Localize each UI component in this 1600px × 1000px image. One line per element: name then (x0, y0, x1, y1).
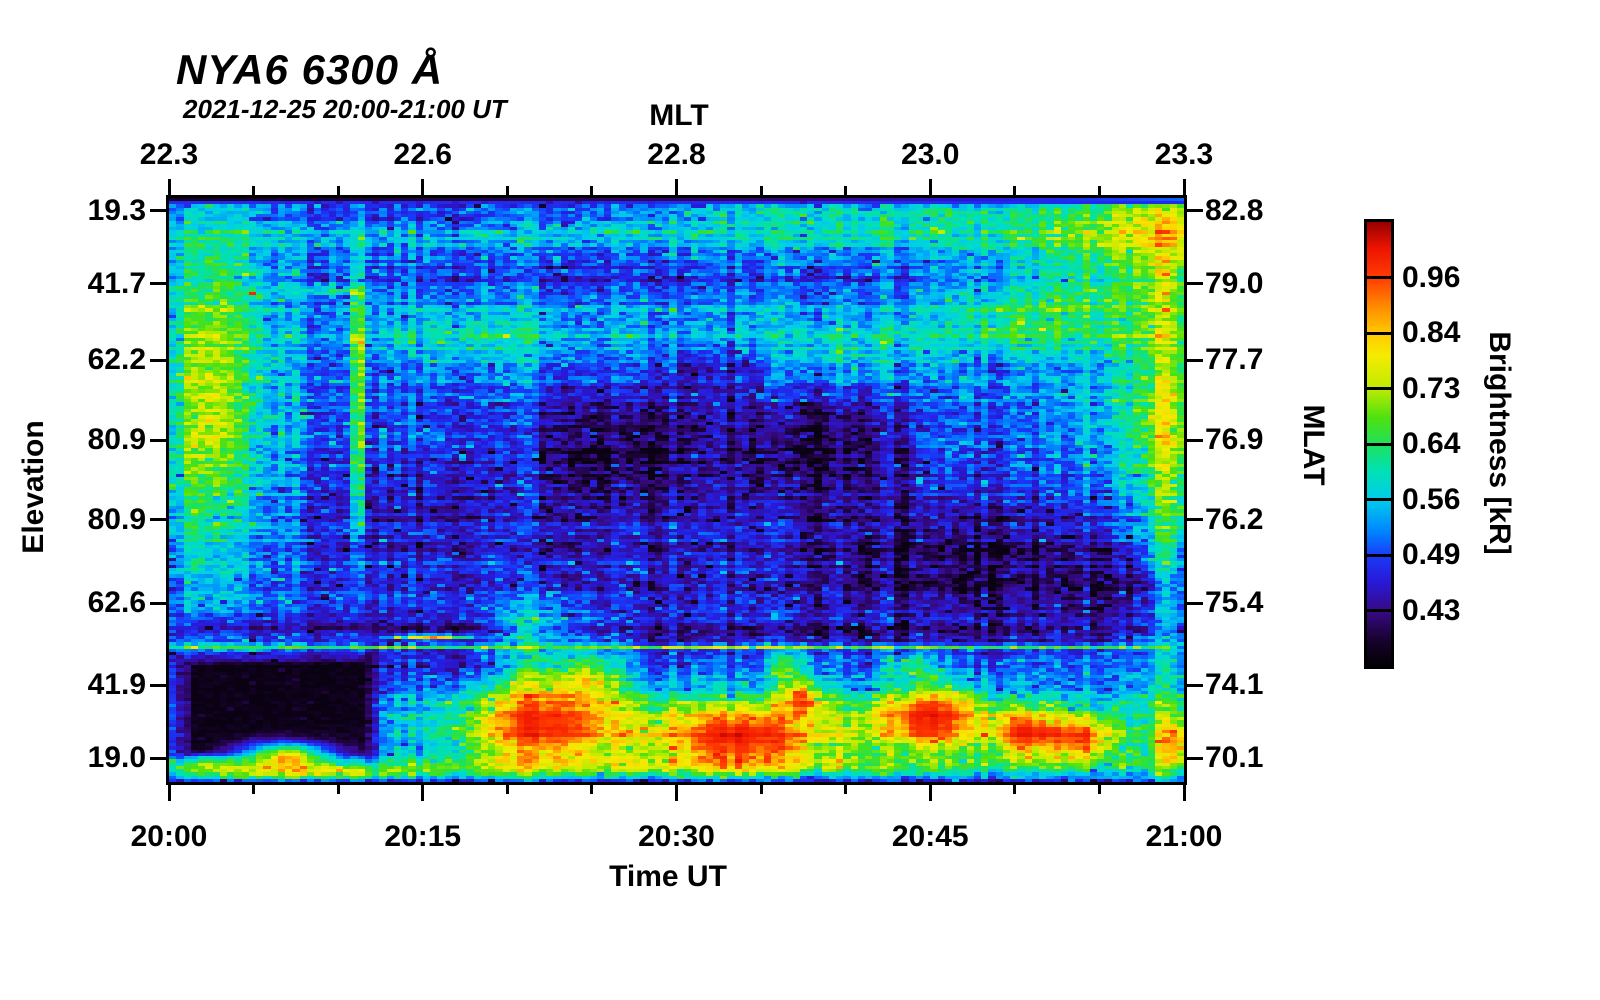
mlat-tick-label: 75.4 (1205, 586, 1264, 620)
colorbar-segment-divider (1367, 553, 1391, 557)
left-axis-tick (150, 282, 166, 286)
left-axis-tick (150, 601, 166, 605)
top-axis-title: MLT (649, 99, 709, 132)
time-tick-label: 20:15 (384, 820, 462, 853)
time-tick-label: 21:00 (1145, 820, 1223, 853)
time-tick-label: 20:45 (891, 820, 969, 853)
right-axis-tick (1187, 683, 1203, 687)
bottom-axis-title: Time UT (609, 860, 727, 893)
right-axis-tick (1187, 282, 1203, 286)
bottom-axis-minor-tick (1097, 785, 1101, 794)
colorbar-segment-divider (1367, 331, 1391, 335)
top-axis-major-tick (928, 179, 932, 195)
colorbar-segment-divider (1367, 442, 1391, 446)
colorbar-tick-label: 0.84 (1402, 316, 1461, 349)
mlat-tick-label: 82.8 (1205, 193, 1264, 227)
keogram-heatmap (169, 198, 1184, 782)
right-axis-tick (1187, 209, 1203, 213)
colorbar-segment-divider (1367, 498, 1391, 501)
top-axis-major-tick (167, 179, 171, 195)
mlt-tick-label: 22.3 (139, 138, 199, 171)
bottom-axis-minor-tick (505, 785, 509, 794)
top-axis-minor-tick (505, 186, 509, 195)
mlt-tick-label: 23.0 (901, 138, 960, 171)
bottom-axis-minor-tick (336, 785, 340, 794)
left-axis-tick (150, 358, 166, 362)
top-axis-major-tick (675, 179, 678, 195)
top-axis-major-tick (421, 179, 425, 195)
top-axis-minor-tick (252, 186, 256, 195)
bottom-axis-minor-tick (759, 785, 763, 794)
elevation-tick-label: 19.0 (87, 741, 146, 775)
time-tick-label: 20:00 (130, 820, 208, 853)
top-axis-major-tick (1182, 179, 1186, 195)
colorbar-tick-label: 0.96 (1402, 260, 1461, 294)
elevation-tick-label: 41.9 (87, 668, 146, 702)
right-axis-tick (1187, 518, 1203, 522)
mlat-tick-label: 76.2 (1205, 502, 1264, 536)
left-axis-tick (150, 209, 166, 213)
colorbar (1364, 219, 1394, 669)
colorbar-tick-label: 0.56 (1402, 482, 1461, 516)
top-axis-minor-tick (1097, 186, 1101, 195)
colorbar-tick-label: 0.49 (1402, 538, 1461, 571)
right-axis-tick (1187, 358, 1203, 362)
mlat-tick-label: 74.1 (1205, 668, 1264, 702)
top-axis-minor-tick (336, 186, 340, 195)
elevation-tick-label: 19.3 (87, 193, 146, 227)
plot-title: NYA6 6300 Å (176, 46, 444, 93)
bottom-axis-minor-tick (590, 785, 594, 794)
mlt-tick-label: 22.6 (393, 138, 452, 171)
bottom-axis-major-tick (1182, 785, 1186, 801)
colorbar-segment-divider (1367, 276, 1391, 279)
left-axis-tick (150, 683, 166, 687)
elevation-tick-label: 41.7 (87, 266, 146, 300)
right-axis-tick (1187, 756, 1203, 760)
colorbar-segment-divider (1367, 387, 1391, 390)
mlat-tick-label: 76.9 (1205, 423, 1264, 457)
bottom-axis-major-tick (675, 785, 678, 801)
bottom-axis-minor-tick (844, 785, 848, 794)
top-axis-minor-tick (590, 186, 594, 195)
colorbar-tick-label: 0.73 (1402, 371, 1461, 405)
bottom-axis-major-tick (928, 785, 932, 801)
mlt-tick-label: 23.3 (1154, 138, 1214, 171)
top-axis-minor-tick (759, 186, 763, 195)
top-axis-minor-tick (1013, 186, 1017, 195)
plot-subtitle: 2021-12-25 20:00-21:00 UT (183, 94, 507, 124)
mlt-tick-label: 22.8 (647, 138, 706, 171)
bottom-axis-major-tick (421, 785, 425, 801)
bottom-axis-major-tick (167, 785, 171, 801)
colorbar-tick-label: 0.64 (1402, 427, 1461, 460)
bottom-axis-minor-tick (1013, 785, 1017, 794)
left-axis-tick (150, 518, 166, 522)
left-axis-tick (150, 438, 166, 442)
bottom-axis-minor-tick (252, 785, 256, 794)
top-axis-minor-tick (844, 186, 848, 195)
elevation-tick-label: 62.6 (87, 586, 146, 620)
left-axis-tick (150, 756, 166, 760)
right-axis-tick (1187, 438, 1203, 442)
time-tick-label: 20:30 (638, 820, 715, 853)
elevation-tick-label: 80.9 (87, 502, 146, 536)
mlat-tick-label: 79.0 (1205, 266, 1264, 300)
colorbar-tick-label: 0.43 (1402, 593, 1461, 627)
mlat-tick-label: 77.7 (1205, 343, 1264, 377)
elevation-tick-label: 62.2 (87, 343, 146, 377)
mlat-tick-label: 70.1 (1205, 741, 1264, 775)
right-axis-tick (1187, 601, 1203, 605)
elevation-tick-label: 80.9 (87, 423, 146, 457)
colorbar-segment-divider (1367, 609, 1391, 612)
